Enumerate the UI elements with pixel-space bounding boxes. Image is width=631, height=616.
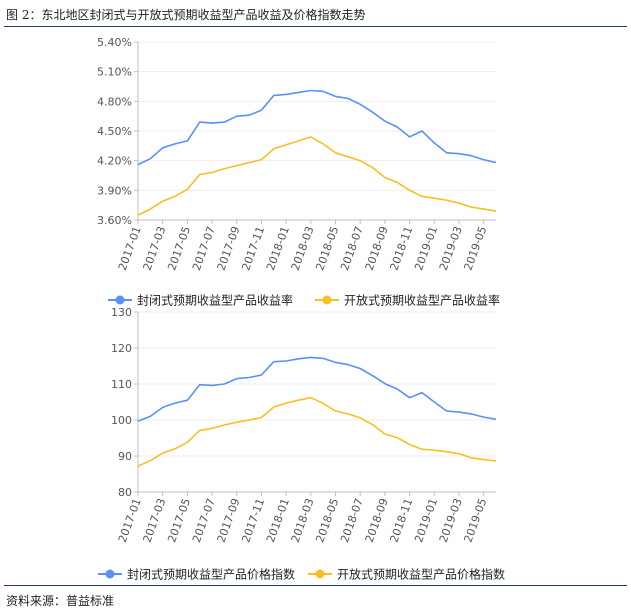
series-line-closed — [137, 89, 497, 166]
x-tick-label: 2017-03 — [141, 497, 169, 545]
legend-swatch-dot — [105, 569, 115, 579]
x-tick-label: 2018-01 — [264, 225, 292, 273]
y-tick-label: 110 — [111, 378, 132, 391]
y-tick-label: 130 — [111, 306, 132, 319]
x-tick-label: 2017-05 — [165, 225, 193, 273]
y-tick-label: 4.20% — [97, 155, 132, 168]
y-tick-label: 80 — [118, 486, 132, 499]
x-tick-label: 2018-03 — [289, 497, 317, 545]
x-tick-label: 2019-05 — [462, 497, 490, 545]
x-tick-label: 2018-11 — [387, 225, 415, 273]
x-tick-label: 2017-11 — [239, 497, 267, 545]
legend-swatch-dot — [315, 569, 325, 579]
price-index-chart: 80901001101201302017-012017-032017-05201… — [98, 306, 505, 582]
x-tick-label: 2018-11 — [387, 497, 415, 545]
title-rule — [4, 26, 627, 27]
x-tick-label: 2017-07 — [190, 225, 218, 273]
x-tick-label: 2017-01 — [116, 497, 144, 545]
x-tick-label: 2017-07 — [190, 497, 218, 545]
y-tick-label: 3.60% — [97, 214, 132, 227]
series-line-open — [137, 136, 497, 216]
legend-swatch-dot — [322, 295, 332, 305]
x-tick-label: 2018-01 — [264, 497, 292, 545]
source-note: 资料来源：普益标准 — [6, 594, 115, 608]
x-tick-label: 2017-05 — [165, 497, 193, 545]
x-tick-label: 2018-05 — [313, 225, 341, 273]
y-tick-label: 3.90% — [97, 184, 132, 197]
legend-label: 封闭式预期收益型产品收益率 — [137, 293, 293, 308]
legend-label: 封闭式预期收益型产品价格指数 — [127, 567, 295, 582]
x-tick-label: 2019-03 — [437, 497, 465, 545]
x-tick-label: 2019-01 — [412, 497, 440, 545]
x-tick-label: 2017-11 — [239, 225, 267, 273]
source-rule — [4, 585, 627, 586]
y-tick-label: 120 — [111, 342, 132, 355]
x-tick-label: 2018-05 — [313, 497, 341, 545]
x-tick-label: 2018-09 — [363, 225, 391, 273]
x-tick-label: 2018-09 — [363, 497, 391, 545]
series-line-closed — [137, 356, 497, 422]
legend-label: 开放式预期收益型产品收益率 — [344, 293, 500, 308]
legend-swatch-dot — [115, 295, 125, 305]
x-tick-label: 2017-09 — [215, 497, 243, 545]
x-tick-label: 2018-03 — [289, 225, 317, 273]
y-tick-label: 4.50% — [97, 125, 132, 138]
x-tick-label: 2018-07 — [338, 225, 366, 273]
figure-title: 图 2：东北地区封闭式与开放式预期收益型产品收益及价格指数走势 — [6, 8, 366, 22]
x-tick-label: 2017-01 — [116, 225, 144, 273]
y-tick-label: 100 — [111, 414, 132, 427]
series-line-open — [137, 396, 497, 467]
y-tick-label: 5.10% — [97, 66, 132, 79]
y-tick-label: 5.40% — [97, 36, 132, 49]
x-tick-label: 2017-03 — [141, 225, 169, 273]
y-tick-label: 4.80% — [97, 95, 132, 108]
x-tick-label: 2017-09 — [215, 225, 243, 273]
x-tick-label: 2019-01 — [412, 225, 440, 273]
legend-label: 开放式预期收益型产品价格指数 — [337, 567, 505, 582]
x-tick-label: 2019-05 — [462, 225, 490, 273]
x-tick-label: 2019-03 — [437, 225, 465, 273]
yield-chart: 3.60% 3.90% 4.20% 4.50% 4.80% 5.10% 5.40% 2017-… — [97, 36, 500, 308]
x-tick-label: 2018-07 — [338, 497, 366, 545]
y-tick-label: 90 — [118, 450, 132, 463]
